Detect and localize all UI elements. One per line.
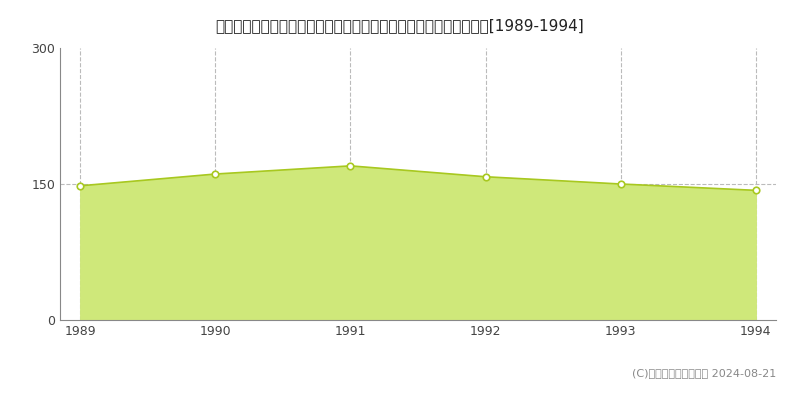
Point: [614, 181, 627, 187]
Text: (C)土地価格ドットコム 2024-08-21: (C)土地価格ドットコム 2024-08-21: [632, 368, 776, 378]
Point: [479, 174, 492, 180]
Point: [74, 183, 86, 189]
Point: [209, 171, 222, 177]
Text: 愛知県名古屋市千種区見附町１丁目３０番外　地価公示　地価推移[1989-1994]: 愛知県名古屋市千種区見附町１丁目３０番外 地価公示 地価推移[1989-1994…: [216, 18, 584, 33]
Point: [344, 163, 357, 169]
Point: [750, 187, 762, 194]
